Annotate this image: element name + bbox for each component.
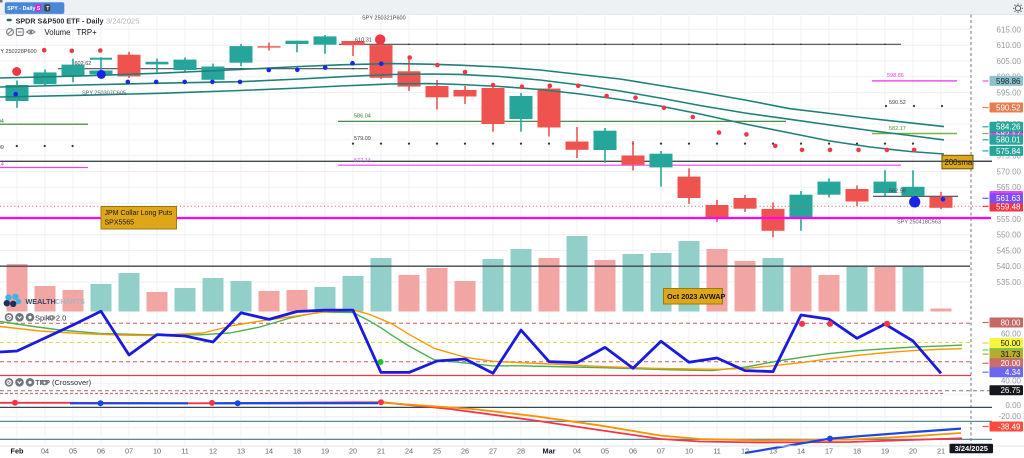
svg-text:12: 12 (741, 446, 749, 455)
svg-text:80.00: 80.00 (1000, 318, 1021, 327)
svg-text:598.86: 598.86 (996, 77, 1021, 86)
svg-text:21: 21 (377, 446, 385, 455)
svg-text:582.17: 582.17 (889, 126, 906, 132)
svg-text:31.73: 31.73 (1000, 350, 1021, 359)
svg-text:20: 20 (909, 446, 917, 455)
svg-text:SPX5565: SPX5565 (105, 220, 135, 227)
svg-text:598.86: 598.86 (887, 73, 904, 79)
svg-text:13: 13 (237, 446, 245, 455)
svg-text:605.00: 605.00 (997, 57, 1022, 66)
svg-text:T: T (46, 6, 50, 12)
svg-text:SPY 250418C563: SPY 250418C563 (897, 219, 941, 225)
svg-text:18: 18 (853, 446, 861, 455)
svg-text:50.00: 50.00 (1000, 339, 1021, 348)
svg-text:25: 25 (433, 446, 441, 455)
svg-text:10: 10 (685, 446, 693, 455)
svg-text:200sma: 200sma (945, 158, 973, 167)
svg-text:06: 06 (97, 446, 105, 455)
svg-text:610.00: 610.00 (997, 41, 1022, 50)
svg-text:21: 21 (937, 446, 945, 455)
svg-text:SPY 250307C605: SPY 250307C605 (82, 91, 126, 97)
svg-text:WEALTH: WEALTH (26, 297, 56, 306)
svg-text:586.04: 586.04 (0, 119, 4, 125)
svg-text:27: 27 (489, 446, 497, 455)
svg-text:561.63: 561.63 (996, 194, 1021, 203)
svg-text:60.00: 60.00 (1001, 330, 1022, 339)
svg-text:19: 19 (881, 446, 889, 455)
svg-text:582.17: 582.17 (996, 130, 1021, 139)
svg-text:540.00: 540.00 (997, 262, 1022, 271)
svg-text:580.01: 580.01 (996, 136, 1021, 145)
svg-text:572.14: 572.14 (0, 162, 4, 168)
svg-text:-20.00: -20.00 (998, 412, 1021, 421)
svg-text:05: 05 (69, 446, 77, 455)
svg-text:26.75: 26.75 (1000, 386, 1021, 395)
svg-text:610.31: 610.31 (355, 38, 372, 44)
svg-text:Mar: Mar (543, 446, 556, 455)
svg-text:3/24/2025: 3/24/2025 (106, 17, 139, 26)
svg-text:SPY - Daily: SPY - Daily (7, 6, 35, 12)
svg-text:14: 14 (797, 446, 805, 455)
svg-text:595.00: 595.00 (997, 89, 1022, 98)
svg-text:565.00: 565.00 (997, 183, 1022, 192)
svg-text:602.62: 602.62 (75, 61, 92, 67)
svg-text:3/24/2025: 3/24/2025 (955, 444, 988, 453)
svg-text:14: 14 (265, 446, 273, 455)
svg-text:559.48: 559.48 (996, 202, 1021, 211)
svg-text:11: 11 (181, 446, 189, 455)
svg-text:586.04: 586.04 (354, 114, 371, 120)
svg-text:04: 04 (41, 446, 49, 455)
svg-text:579.09: 579.09 (0, 145, 4, 151)
svg-text:19: 19 (321, 446, 329, 455)
svg-text:575.84: 575.84 (996, 147, 1021, 156)
svg-text:13: 13 (769, 446, 777, 455)
svg-text:Oct 2023 AVWAP: Oct 2023 AVWAP (667, 292, 726, 301)
svg-text:584.26: 584.26 (996, 123, 1021, 132)
svg-text:11: 11 (713, 446, 721, 455)
svg-text:20.00: 20.00 (1000, 359, 1021, 368)
svg-text:40.00: 40.00 (1001, 376, 1022, 385)
svg-text:05: 05 (601, 446, 609, 455)
svg-text:590.52: 590.52 (889, 100, 906, 106)
svg-text:572.14: 572.14 (354, 158, 371, 164)
svg-text:07: 07 (125, 446, 133, 455)
svg-text:579.09: 579.09 (354, 136, 371, 142)
svg-text:17: 17 (825, 446, 833, 455)
svg-text:JPM Collar Long Puts: JPM Collar Long Puts (105, 210, 173, 217)
svg-text:SPDR S&P500 ETF - Daily: SPDR S&P500 ETF - Daily (16, 17, 104, 26)
svg-text:550.00: 550.00 (997, 231, 1022, 240)
svg-text:S: S (37, 6, 41, 12)
svg-text:0.00: 0.00 (1005, 401, 1021, 410)
svg-text:20: 20 (349, 446, 357, 455)
svg-text:07: 07 (657, 446, 665, 455)
svg-text:TRP (Crossover): TRP (Crossover) (35, 378, 92, 387)
svg-text:575.00: 575.00 (997, 152, 1022, 161)
svg-text:26: 26 (461, 446, 469, 455)
svg-text:535.00: 535.00 (997, 278, 1022, 287)
svg-text:Feb: Feb (11, 446, 25, 455)
svg-text:570.00: 570.00 (997, 167, 1022, 176)
svg-text:562.59: 562.59 (889, 189, 906, 195)
svg-text:10: 10 (153, 446, 161, 455)
svg-text:SPY 250321P600: SPY 250321P600 (362, 16, 406, 22)
svg-text:24: 24 (405, 446, 413, 455)
svg-text:18: 18 (293, 446, 301, 455)
svg-text:28: 28 (517, 446, 525, 455)
svg-text:04: 04 (573, 446, 581, 455)
svg-text:555.00: 555.00 (997, 215, 1022, 224)
svg-text:TRP+: TRP+ (77, 28, 98, 37)
svg-text:SPY 250228P600: SPY 250228P600 (0, 49, 37, 55)
svg-text:06: 06 (629, 446, 637, 455)
svg-text:615.00: 615.00 (997, 25, 1022, 34)
svg-text:590.52: 590.52 (996, 103, 1021, 112)
svg-text:-38.49: -38.49 (998, 422, 1021, 431)
svg-text:CHARTS: CHARTS (55, 297, 85, 306)
svg-text:545.00: 545.00 (997, 246, 1022, 255)
svg-text:Volume: Volume (45, 28, 71, 37)
svg-text:4.34: 4.34 (1005, 368, 1021, 377)
svg-text:12: 12 (209, 446, 217, 455)
